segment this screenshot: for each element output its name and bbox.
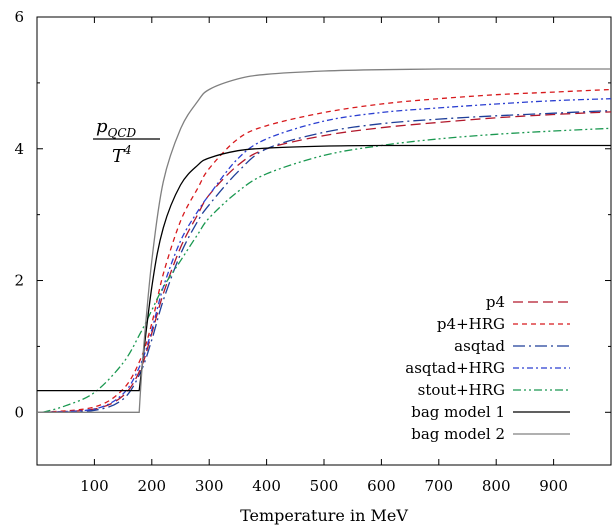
legend-item-p4-hrg: p4+HRG <box>437 315 570 333</box>
y-tick-label: 4 <box>14 140 24 158</box>
y-tick-label: 6 <box>14 8 24 26</box>
y-tick-label: 0 <box>14 403 24 421</box>
legend-label: asqtad <box>454 337 505 355</box>
x-tick-label: 700 <box>424 477 453 495</box>
series-line-bag-model-2 <box>37 68 611 413</box>
x-axis-label: Temperature in MeV <box>240 506 408 525</box>
x-tick-label: 300 <box>195 477 224 495</box>
series-line-asqtad <box>42 109 611 413</box>
legend-item-bag-model-2: bag model 2 <box>411 425 570 443</box>
axis-ticks <box>37 16 611 465</box>
x-tick-label: 100 <box>80 477 109 495</box>
x-tick-label: 500 <box>310 477 339 495</box>
legend-label: stout+HRG <box>418 381 505 399</box>
annotation-denominator-t: T <box>112 146 126 167</box>
annotation-denominator: T4 <box>112 143 132 167</box>
legend-label: p4+HRG <box>437 315 505 333</box>
x-tick-label: 600 <box>367 477 396 495</box>
y-tick-label: 2 <box>14 272 24 290</box>
series-line-p4-hrg <box>42 88 611 413</box>
legend-label: p4 <box>486 293 505 311</box>
x-tick-label: 900 <box>539 477 568 495</box>
annotation-denominator-sup: 4 <box>123 143 132 157</box>
annotation-numerator: pQCD <box>96 116 137 140</box>
annotation-numerator-p: p <box>96 116 108 137</box>
series-line-bag-model-1 <box>37 144 611 392</box>
series-line-stout-hrg <box>42 127 611 413</box>
legend-item-stout-hrg: stout+HRG <box>418 381 570 399</box>
legend-item-asqtad: asqtad <box>454 337 570 355</box>
series-line-asqtad-hrg <box>42 98 611 413</box>
legend: p4 p4+HRG asqtad asqtad+HRG stout+HRG bag mod… <box>405 293 570 443</box>
legend-item-bag-model-1: bag model 1 <box>411 403 570 421</box>
legend-label: asqtad+HRG <box>405 359 505 377</box>
axis-tick-labels: 100 200 300 400 500 600 700 800 900 0 2 4 6 <box>14 8 567 495</box>
legend-item-p4: p4 <box>486 293 570 311</box>
x-tick-label: 200 <box>137 477 166 495</box>
x-tick-label: 800 <box>482 477 511 495</box>
plot-frame <box>36 16 612 466</box>
legend-item-asqtad-hrg: asqtad+HRG <box>405 359 570 377</box>
pressure-annotation: pQCD T4 <box>93 116 160 167</box>
annotation-numerator-sub: QCD <box>108 126 137 140</box>
legend-label: bag model 2 <box>411 425 505 443</box>
series-layer <box>37 68 611 413</box>
x-tick-label: 400 <box>252 477 281 495</box>
legend-label: bag model 1 <box>411 403 505 421</box>
